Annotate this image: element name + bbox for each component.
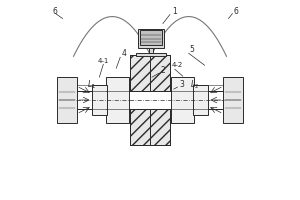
Bar bbox=[149, 48, 153, 53]
Bar bbox=[136, 53, 166, 56]
Text: $L_2$: $L_2$ bbox=[190, 78, 199, 91]
Bar bbox=[92, 85, 107, 115]
Text: 1: 1 bbox=[172, 7, 177, 16]
Bar bbox=[76, 91, 224, 109]
Bar bbox=[193, 85, 208, 115]
Text: 4-2: 4-2 bbox=[172, 62, 183, 68]
Bar bbox=[106, 77, 129, 123]
Text: 6: 6 bbox=[53, 7, 58, 16]
Bar bbox=[171, 77, 194, 123]
Bar bbox=[130, 55, 150, 145]
Text: 2: 2 bbox=[161, 66, 166, 75]
Bar bbox=[150, 55, 170, 145]
Bar bbox=[140, 30, 162, 45]
Text: 5: 5 bbox=[190, 45, 195, 54]
Bar bbox=[224, 77, 243, 123]
Bar bbox=[130, 55, 170, 145]
Text: 3: 3 bbox=[179, 80, 184, 89]
Text: 6: 6 bbox=[233, 7, 238, 16]
Text: 4-1: 4-1 bbox=[98, 58, 109, 64]
Text: 4: 4 bbox=[121, 49, 126, 58]
Bar bbox=[57, 77, 76, 123]
Bar bbox=[138, 28, 164, 48]
Text: $L_1$: $L_1$ bbox=[87, 78, 97, 91]
